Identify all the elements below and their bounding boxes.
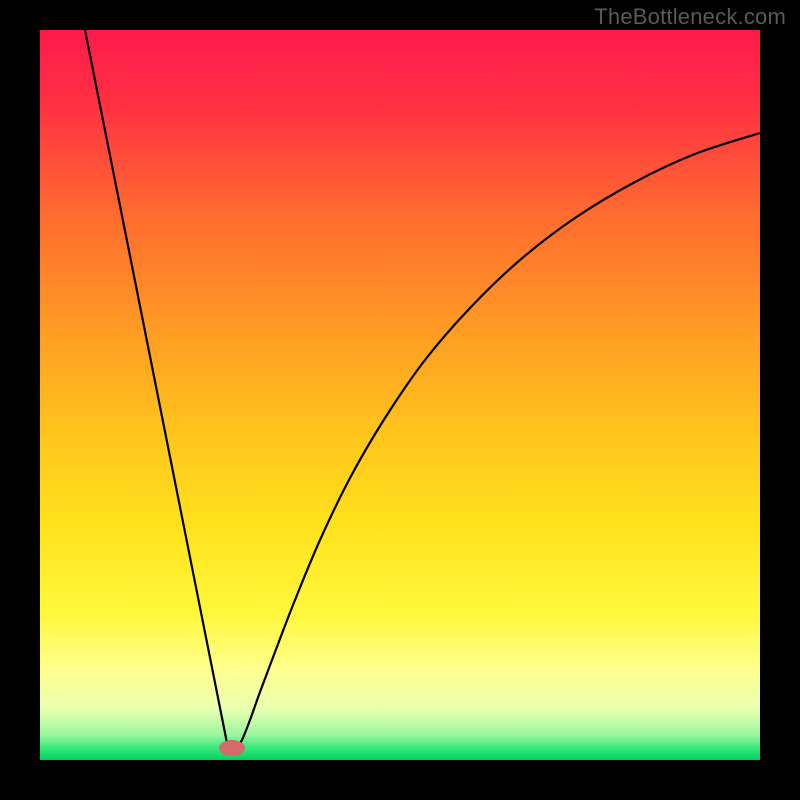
watermark-text: TheBottleneck.com <box>594 4 786 30</box>
bottleneck-chart <box>0 0 800 800</box>
chart-frame: TheBottleneck.com <box>0 0 800 800</box>
minimum-marker <box>219 740 245 756</box>
